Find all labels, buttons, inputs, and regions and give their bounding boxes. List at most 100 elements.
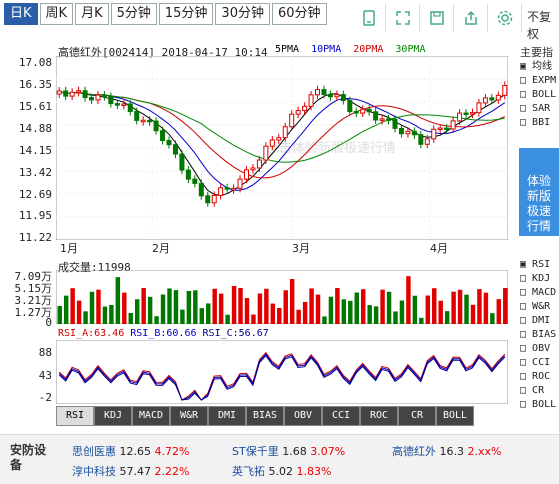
y-tick: 12.69 — [18, 188, 52, 201]
y-tick: 17.08 — [18, 56, 52, 69]
volume-bar — [231, 285, 237, 324]
volume-bar — [444, 311, 450, 324]
candle — [185, 169, 191, 180]
btn-obv[interactable]: OBV — [284, 406, 322, 426]
volume-bar — [154, 316, 159, 324]
btn-cci[interactable]: CCI — [322, 406, 360, 426]
volume-bar — [412, 295, 418, 324]
side-sub-boll[interactable]: □ BOLL — [520, 399, 557, 410]
side-item-boll[interactable]: □ BOLL — [520, 89, 557, 100]
volume-bar — [147, 296, 153, 324]
candle — [166, 140, 172, 146]
volume-bar — [496, 299, 502, 324]
candle — [405, 130, 411, 135]
side-sub-rsi[interactable]: ▣ RSI — [520, 259, 551, 270]
btn-dmi[interactable]: DMI — [208, 406, 246, 426]
side-sub-wr[interactable]: □ W&R — [520, 301, 551, 312]
side-sub-obv[interactable]: □ OBV — [520, 343, 551, 354]
tab-30min[interactable]: 30分钟 — [215, 3, 270, 25]
volume-bar — [432, 288, 437, 324]
volume-chart[interactable] — [56, 270, 508, 324]
volume-bar — [134, 299, 140, 324]
volume-bar — [57, 306, 62, 324]
candle — [321, 89, 327, 95]
side-item-bbi[interactable]: □ BBI — [520, 117, 551, 128]
ma-line — [59, 90, 506, 196]
rsi-c-value: RSI_C:56.67 — [202, 328, 269, 339]
side-item-expm[interactable]: □ EXPM — [520, 75, 557, 86]
ticker-item[interactable]: 英飞拓 5.02 1.83% — [232, 465, 332, 478]
btn-bias[interactable]: BIAS — [246, 406, 284, 426]
volume-bar — [335, 288, 340, 324]
side-title: 主要指 — [520, 46, 553, 59]
volume-bar — [277, 308, 282, 324]
volume-bar — [193, 290, 198, 324]
candlestick-chart[interactable]: 点击体验新版极速行情 — [56, 56, 508, 240]
volume-bar — [328, 296, 334, 324]
side-sub-cr[interactable]: □ CR — [520, 385, 545, 396]
candle — [269, 139, 275, 147]
restore-dropdown[interactable]: 不复权 — [527, 10, 552, 41]
toolbar — [352, 4, 522, 32]
btn-kdj[interactable]: KDJ — [94, 406, 132, 426]
volume-bar — [63, 295, 69, 324]
candle — [121, 103, 127, 107]
ticker-item[interactable]: 思创医惠 12.65 4.72% — [72, 445, 190, 458]
side-sub-bias[interactable]: □ BIAS — [520, 329, 557, 340]
side-sub-macd[interactable]: □ MACD — [520, 287, 557, 298]
side-sub-kdj[interactable]: □ KDJ — [520, 273, 551, 284]
sector-ticker: 安防设备 思创医惠 12.65 4.72% ST保千里 1.68 3.07% 高… — [0, 434, 559, 484]
sector-label: 安防设备 — [10, 443, 47, 472]
side-item-sar[interactable]: □ SAR — [520, 103, 551, 114]
btn-rsi[interactable]: RSI — [56, 406, 94, 426]
btn-wr[interactable]: W&R — [170, 406, 208, 426]
candle — [263, 145, 269, 161]
candle — [392, 118, 398, 129]
candle — [101, 94, 107, 98]
stock-icon[interactable] — [352, 4, 386, 32]
side-item-ma[interactable]: ▣ 均线 — [520, 61, 553, 72]
candle — [211, 194, 217, 204]
candle — [160, 130, 166, 142]
candle — [140, 119, 146, 123]
y-tick: 14.88 — [18, 122, 52, 135]
ticker-item[interactable]: ST保千里 1.68 3.07% — [232, 445, 346, 458]
indicator-buttons: RSI KDJ MACD W&R DMI BIAS OBV CCI ROC CR… — [56, 406, 474, 426]
btn-roc[interactable]: ROC — [360, 406, 398, 426]
ticker-item[interactable]: 高德红外 16.3 2.xx% — [392, 445, 502, 458]
settings-icon[interactable] — [488, 4, 522, 32]
volume-bar — [503, 288, 508, 324]
btn-boll[interactable]: BOLL — [436, 406, 474, 426]
share-icon[interactable] — [454, 4, 488, 32]
side-sub-dmi[interactable]: □ DMI — [520, 315, 551, 326]
side-sub-roc[interactable]: □ ROC — [520, 371, 551, 382]
volume-bar — [348, 300, 353, 324]
vol-y-tick: 7.09万 — [14, 270, 53, 283]
candle — [108, 96, 114, 105]
candle — [476, 102, 482, 114]
sub-indicator-list: ▣ RSI □ KDJ □ MACD □ W&R □ DMI □ BIAS □ … — [520, 258, 556, 412]
volume-bar — [257, 293, 263, 324]
tab-5min[interactable]: 5分钟 — [110, 3, 157, 25]
tab-15min[interactable]: 15分钟 — [158, 3, 214, 25]
side-sub-cci[interactable]: □ CCI — [520, 357, 551, 368]
btn-cr[interactable]: CR — [398, 406, 436, 426]
tab-weekly-k[interactable]: 周K — [39, 3, 74, 25]
expand-icon[interactable] — [386, 4, 420, 32]
volume-bar — [251, 314, 256, 324]
tab-60min[interactable]: 60分钟 — [271, 3, 327, 25]
promo-line: 极速 — [526, 204, 551, 218]
btn-macd[interactable]: MACD — [132, 406, 170, 426]
candle — [153, 120, 159, 132]
rsi-y-tick: -2 — [38, 391, 52, 404]
candle — [489, 97, 495, 101]
y-tick: 11.22 — [18, 231, 52, 244]
candle — [347, 100, 353, 113]
rsi-chart[interactable] — [56, 340, 508, 404]
candle — [179, 153, 185, 171]
ticker-item[interactable]: 淳中科技 57.47 2.22% — [72, 465, 190, 478]
tab-monthly-k[interactable]: 月K — [75, 3, 109, 25]
tab-daily-k[interactable]: 日K — [4, 3, 38, 25]
save-icon[interactable] — [420, 4, 454, 32]
promo-banner[interactable]: 体验 新版 极速 行情 — [519, 148, 559, 236]
